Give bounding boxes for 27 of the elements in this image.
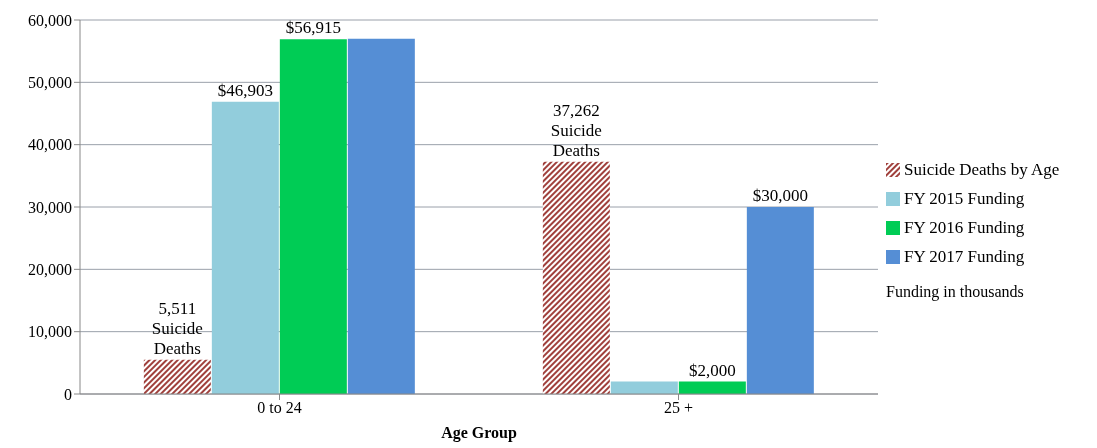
bar [143,359,211,394]
data-label: $30,000 [752,186,808,205]
y-tick-label: 50,000 [28,74,72,92]
x-tick-label: 0 to 24 [257,399,302,417]
legend-label: FY 2017 Funding [904,246,1025,267]
y-tick-label: 20,000 [28,261,72,279]
x-tick-label: 25 + [663,399,694,417]
data-label: $46,903 [217,80,273,100]
y-tick-label: 0 [64,385,72,403]
bar [347,38,415,394]
bar [746,207,814,394]
data-label: 37,262 Suicide Deaths [550,100,602,160]
data-label: $56,915 [285,18,341,38]
bar [542,161,610,394]
legend-label: FY 2016 Funding [904,217,1025,238]
text: Funding in thousands [886,283,1025,301]
legend-label: FY 2015 Funding [904,188,1025,209]
data-label: 5,511 Suicide Deaths [151,298,203,358]
data-label: $2,000 [688,360,736,380]
x-axis-title: Age Group [441,424,517,442]
y-tick-label: 60,000 [28,11,72,29]
y-tick-label: 30,000 [28,198,72,216]
legend-label: Suicide Deaths by Age [904,159,1060,180]
y-tick-label: 40,000 [28,136,72,154]
bar [279,39,347,394]
bar [211,101,279,394]
y-tick-label: 10,000 [28,323,72,341]
